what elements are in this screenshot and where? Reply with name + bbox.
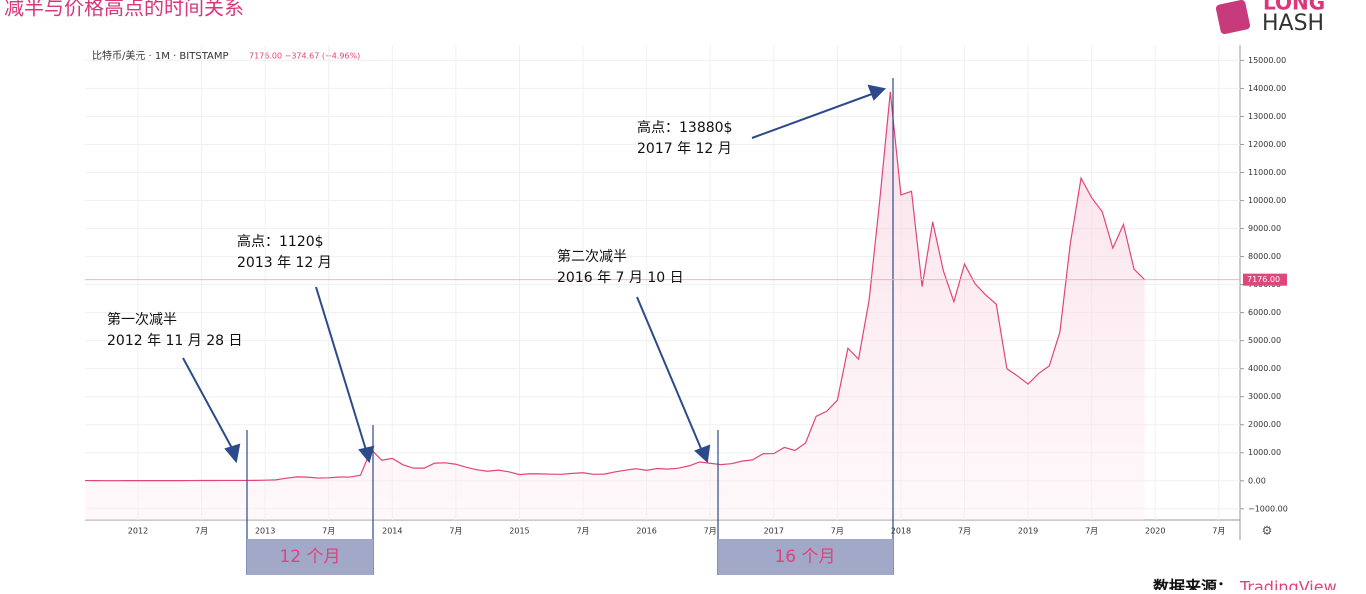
arrow-head [694,444,711,464]
source-label: 数据来源： [1153,578,1233,591]
y-tick-label: 3000.00 [1248,392,1281,401]
arrow [182,357,234,451]
span-label: 16 个月 [774,547,835,567]
annotation: 高点：1120$ [237,233,324,250]
y-tick-label: −1000.00 [1248,504,1288,513]
arrow [636,296,703,452]
logo: LONG HASH [1215,0,1325,36]
x-tick-label: 7月 [1212,527,1225,536]
annotation: 第二次减半 [557,248,627,265]
y-tick-label: 8000.00 [1248,252,1281,261]
annotation: 高点：13880$ [637,119,732,136]
arrow-head [224,443,241,464]
y-tick-label: 11000.00 [1248,168,1286,177]
y-tick-label: 9000.00 [1248,224,1281,233]
price-tag-label: 7176.00 [1247,275,1280,284]
x-tick-label: 7月 [704,527,717,536]
x-tick-label: 2016 [636,527,656,536]
span-label: 12 个月 [279,547,340,567]
title: 减半与价格高点的时间关系 [4,0,244,20]
x-tick-label: 2020 [1145,527,1165,536]
annotation: 第一次减半 [107,311,177,328]
y-tick-label: 0.00 [1248,476,1266,485]
span-box [718,539,893,575]
y-tick-label: 15000.00 [1248,56,1286,65]
settings-icon[interactable]: ⚙ [1262,524,1273,538]
y-tick-label: 4000.00 [1248,364,1281,373]
line [84,91,1146,482]
y-tick-label: 2000.00 [1248,420,1281,429]
annotation: 2016 年 7 月 10 日 [557,270,684,286]
span-box [247,539,373,575]
x-tick-label: 7月 [195,527,208,536]
arrow-head [358,445,375,464]
x-tick-label: 7月 [831,527,844,536]
annotation: 2017 年 12 月 [637,141,732,157]
x-tick-label: 2019 [1018,527,1038,536]
y-tick-label: 6000.00 [1248,308,1281,317]
quote: 7176.00 −374.67 (−4.96%) [249,52,360,61]
x-tick-label: 2013 [255,527,275,536]
x-tick-label: 2017 [764,527,784,536]
logo-top: LONG [1263,0,1325,15]
y-tick-label: 14000.00 [1248,84,1286,93]
plot [84,45,1240,520]
annotation: 2013 年 12 月 [237,255,332,271]
arrow-head [867,84,887,101]
y-tick-label: 13000.00 [1248,112,1286,121]
arrow [315,286,367,451]
price-tag [1243,273,1287,286]
area [85,91,1145,520]
x-tick-label: 7月 [322,527,335,536]
symbol: 比特币/美元 · 1M · BITSTAMP [92,49,229,62]
logo-bottom: HASH [1262,11,1324,36]
x-tick-label: 7月 [958,527,971,536]
x-tick-label: 2012 [128,527,148,536]
logo-icon [1215,0,1251,35]
x-tick-label: 7月 [576,527,589,536]
y-tick-label: 10000.00 [1248,196,1286,205]
x-tick-label: 2018 [891,527,911,536]
arrow [751,93,873,139]
source-name: TradingView [1239,578,1337,591]
annotations [182,84,887,464]
x-tick-label: 7月 [449,527,462,536]
y-tick-label: 5000.00 [1248,336,1281,345]
x-tick-label: 7月 [1085,527,1098,536]
y-tick-label: 1000.00 [1248,448,1281,457]
x-tick-label: 2014 [382,527,402,536]
x-tick-label: 2015 [509,527,529,536]
y-tick-label: 12000.00 [1248,140,1286,149]
annotation: 2012 年 11 月 28 日 [107,333,243,349]
